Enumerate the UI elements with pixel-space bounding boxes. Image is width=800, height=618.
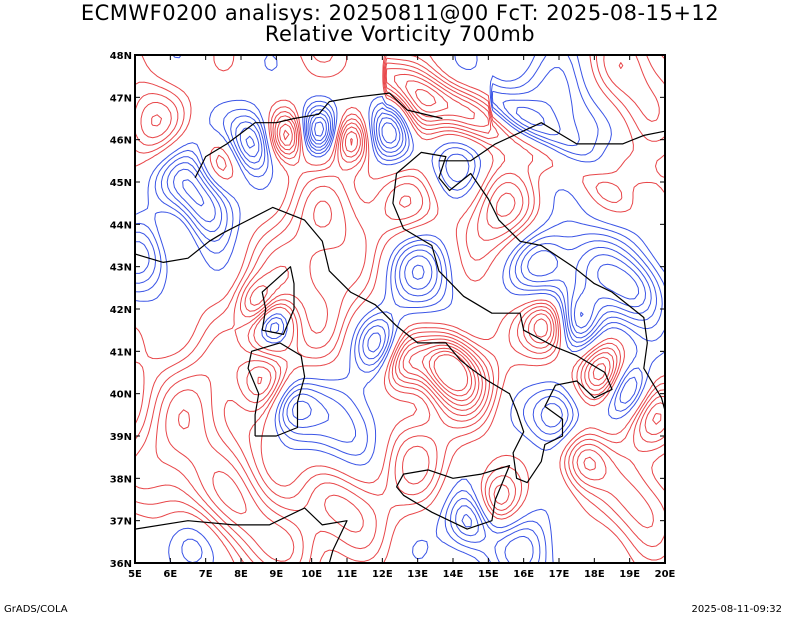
negative-vorticity-contour — [135, 99, 657, 563]
coastline — [261, 266, 295, 335]
y-tick-label: 39N — [110, 432, 132, 443]
map-title-line1: ECMWF0200 analisys: 20250811@00 FcT: 202… — [80, 1, 720, 25]
x-tick-label: 17E — [549, 569, 570, 580]
y-tick-label: 47N — [110, 93, 132, 104]
y-tick-label: 42N — [110, 305, 132, 316]
y-tick-label: 36N — [110, 559, 132, 570]
coastline — [438, 122, 665, 162]
x-tick-label: 10E — [301, 569, 322, 580]
negative-vorticity-contour — [182, 116, 646, 329]
y-tick-label: 41N — [110, 347, 132, 358]
y-tick-label: 48N — [110, 51, 132, 62]
x-tick-label: 6E — [163, 569, 177, 580]
coastline — [194, 92, 443, 179]
coastline — [247, 342, 306, 437]
x-tick-label: 13E — [407, 569, 428, 580]
y-axis: 36N 37N 38N 39N 40N 41N 42N 43N 44N 45N 46N 47N 48N — [110, 51, 665, 570]
x-tick-label: 5E — [128, 569, 142, 580]
negative-vorticity-contour — [135, 67, 663, 563]
positive-vorticity-contour — [151, 68, 665, 562]
coastlines — [135, 92, 665, 563]
y-tick-label: 45N — [110, 178, 132, 189]
map-title-line2: Relative Vorticity 700mb — [264, 22, 536, 46]
positive-vorticity-contour — [135, 55, 665, 563]
negative-vorticity-contour — [135, 55, 665, 563]
negative-vorticity-contour — [314, 121, 640, 317]
x-tick-label: 9E — [269, 569, 283, 580]
x-tick-label: 20E — [655, 569, 676, 580]
x-tick-label: 7E — [199, 569, 213, 580]
x-tick-label: 15E — [478, 569, 499, 580]
positive-vorticity-contour — [415, 89, 476, 402]
positive-vorticity-contour — [135, 55, 665, 563]
x-tick-label: 8E — [234, 569, 248, 580]
coastline — [395, 465, 511, 530]
x-axis: 5E 6E 7E 8E 9E 10E 11E 12E 13E 14E 15E 16E 17E 18E 19E… — [128, 55, 676, 580]
coastline — [135, 507, 348, 563]
coastline — [135, 232, 224, 263]
x-tick-label: 12E — [372, 569, 393, 580]
x-tick-label: 18E — [584, 569, 605, 580]
footer-software-label: GrADS/COLA — [4, 604, 68, 615]
y-tick-label: 43N — [110, 263, 132, 274]
y-tick-label: 38N — [110, 474, 132, 485]
positive-vorticity-contour — [428, 350, 473, 397]
y-tick-label: 44N — [110, 220, 132, 231]
positive-vorticity-contour — [140, 62, 665, 563]
y-tick-label: 37N — [110, 517, 132, 528]
negative-vorticity-contour — [173, 106, 652, 528]
x-tick-label: 14E — [443, 569, 464, 580]
coastline — [223, 151, 665, 484]
y-tick-label: 46N — [110, 136, 132, 147]
x-tick-label: 11E — [337, 569, 358, 580]
footer-timestamp: 2025-08-11-09:32 — [691, 604, 782, 615]
positive-vorticity-contour — [433, 354, 469, 392]
x-tick-label: 19E — [619, 569, 640, 580]
x-tick-label: 16E — [513, 569, 534, 580]
y-tick-label: 40N — [110, 390, 132, 401]
